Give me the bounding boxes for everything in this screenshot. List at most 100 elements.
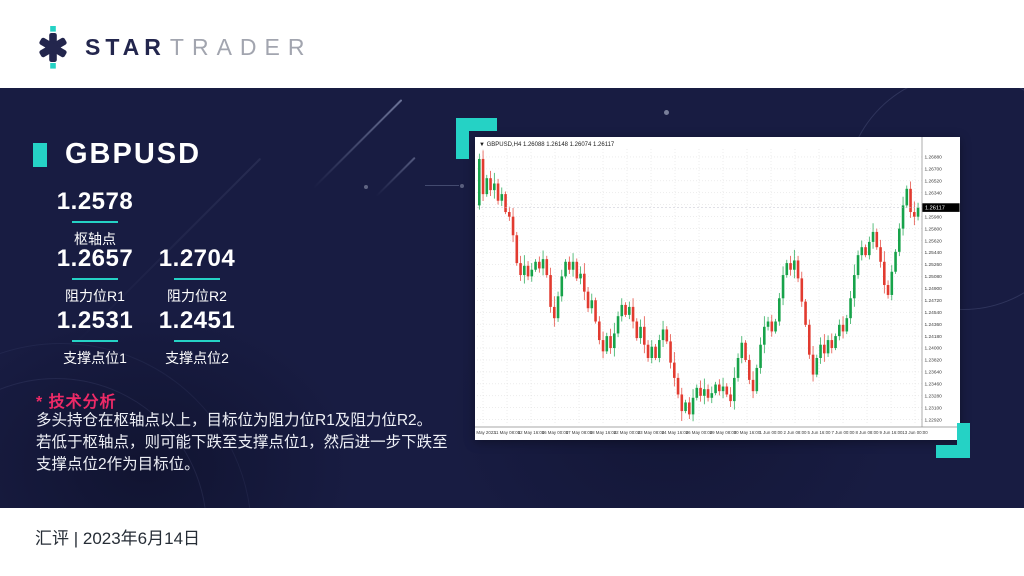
price-axis-label: 1.23460: [925, 382, 943, 388]
candle-body: [639, 326, 642, 339]
candle-body: [718, 384, 721, 392]
streak-decoration: [312, 99, 403, 189]
resistance2-block: 1.2704 阻力位R2: [127, 245, 267, 306]
candle-body: [541, 259, 545, 269]
level-underline: [72, 340, 118, 342]
candle-body: [774, 321, 777, 332]
candle-body: [721, 386, 725, 392]
candle-body: [613, 333, 616, 349]
candle-body: [860, 247, 864, 256]
candle-body: [823, 344, 826, 354]
candle-body: [781, 275, 785, 299]
candle-body: [808, 324, 811, 355]
candle-body: [508, 212, 511, 217]
candle-body: [800, 278, 804, 302]
pivot-label: 枢轴点: [74, 231, 116, 247]
price-axis-label: 1.26520: [925, 179, 943, 185]
price-axis-label: 1.25980: [925, 214, 943, 220]
candle-body: [909, 188, 912, 213]
candle-body: [568, 261, 571, 270]
corner-bracket-top-left: [456, 118, 497, 159]
brand-wordmark: STAR TRADER: [85, 34, 312, 61]
time-axis-label: 7 Jun 00:00: [832, 430, 856, 435]
dot-decoration: [364, 185, 368, 189]
candle-body: [699, 387, 702, 396]
candle-body: [504, 194, 507, 213]
price-axis-label: 1.24900: [925, 286, 943, 292]
level-underline: [174, 278, 220, 280]
price-axis-label: 1.24720: [925, 298, 943, 304]
resistance1-value: 1.2657: [56, 245, 134, 272]
symbol-marker: [33, 142, 47, 167]
candle-body: [481, 158, 485, 195]
candle-body: [549, 275, 552, 307]
candle-body: [736, 357, 740, 378]
candle-body: [691, 397, 695, 415]
candle-body: [834, 336, 837, 349]
price-axis-label: 1.23100: [925, 405, 943, 411]
candle-body: [789, 263, 792, 270]
price-axis-label: 1.25440: [925, 250, 943, 256]
candle-body: [916, 207, 920, 217]
candle-body: [583, 273, 586, 292]
candle-body: [545, 259, 549, 276]
candle-body: [744, 342, 747, 360]
candle-body: [759, 344, 762, 368]
candle-body: [478, 158, 481, 206]
candle-body: [714, 384, 717, 394]
level-underline: [72, 278, 118, 280]
candle-body: [871, 231, 875, 242]
candle-body: [748, 359, 751, 380]
time-axis-label: 26 May 00:00: [686, 430, 713, 435]
time-axis-label: 16 May 00:00: [542, 430, 569, 435]
candle-body: [643, 326, 646, 345]
candle-body: [571, 261, 575, 270]
resistance2-value: 1.2704: [158, 245, 236, 272]
candle-body: [883, 261, 886, 286]
candle-body: [631, 306, 635, 322]
candle-body: [901, 205, 905, 229]
time-axis-label: 1 Jun 00:00: [760, 430, 784, 435]
time-axis-label: 11 May 08:00: [494, 430, 521, 435]
time-axis-label: 10 May 2023: [475, 430, 496, 435]
candle-body: [635, 321, 639, 339]
footer-caption: 汇评 | 2023年6月14日: [35, 529, 201, 548]
time-axis-label: 13 Jun 00:00: [902, 430, 928, 435]
current-price-tag: [922, 203, 960, 212]
candle-body: [710, 393, 714, 398]
candle-body: [496, 183, 500, 201]
candle-body: [913, 212, 916, 217]
header-bar: STAR TRADER: [0, 0, 1024, 88]
candle-body: [830, 340, 834, 349]
pivot-level-block: 1.2578 枢轴点: [25, 188, 165, 249]
price-axis-label: 1.25260: [925, 262, 943, 268]
candle-body: [616, 316, 620, 334]
candle-body: [733, 377, 736, 402]
time-axis-label: 2 Jun 08:00: [784, 430, 808, 435]
candle-body: [706, 389, 710, 398]
candle-body: [729, 394, 732, 402]
candle-body: [853, 275, 856, 299]
candle-body: [590, 300, 594, 309]
candle-body: [684, 402, 687, 412]
current-price-text: 1.26117: [925, 205, 945, 211]
time-axis-label: 22 May 00:00: [614, 430, 641, 435]
candle-body: [493, 183, 496, 191]
candle-body: [890, 271, 894, 295]
brand-trader-text: TRADER: [169, 33, 313, 60]
candle-body: [624, 304, 627, 315]
star-asterisk-icon: [39, 26, 67, 69]
candle-body: [785, 263, 789, 276]
candle-body: [605, 336, 609, 352]
candle-body: [688, 402, 691, 415]
dot-decoration: [460, 184, 464, 188]
level-underline: [72, 221, 118, 223]
analysis-title: * 技术分析: [36, 394, 117, 411]
price-axis-label: 1.25620: [925, 238, 943, 244]
candle-body: [515, 235, 519, 264]
pivot-value: 1.2578: [56, 188, 134, 215]
chart-header-text: ▼ GBPUSD,H4 1.26088 1.26148 1.26074 1.26…: [479, 142, 615, 148]
price-axis-label: 1.23640: [925, 370, 943, 376]
candle-body: [695, 387, 699, 398]
